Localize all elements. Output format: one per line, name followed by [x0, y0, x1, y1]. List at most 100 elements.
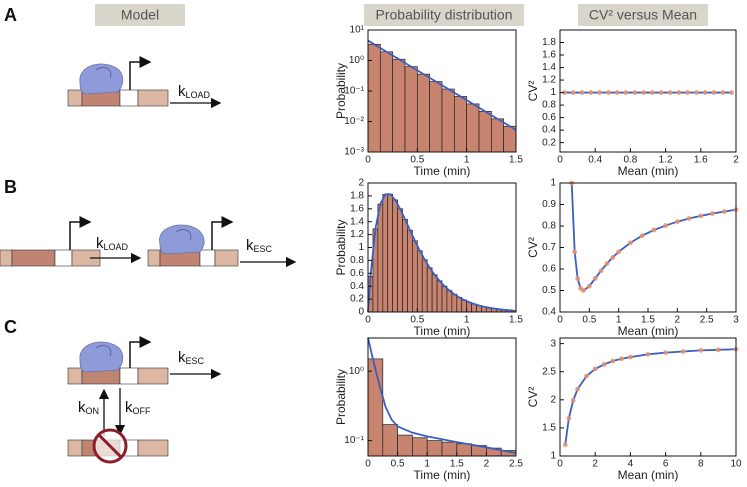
- x-tick-label: 1.5: [450, 459, 464, 470]
- y-tick-label: 2.5: [542, 366, 556, 377]
- point: [676, 90, 682, 95]
- y-tick-label: 1: [550, 178, 556, 189]
- x-axis-label: Mean (min): [618, 164, 679, 178]
- y-tick-label: 10⁻¹: [344, 86, 364, 97]
- point: [645, 351, 651, 357]
- point: [674, 219, 680, 225]
- bar: [429, 81, 443, 153]
- y-tick-label: 1.4: [350, 216, 364, 227]
- point: [562, 90, 567, 95]
- bar: [461, 299, 468, 313]
- x-tick-label: 2: [675, 315, 681, 326]
- y-tick-label: 0.5: [542, 285, 556, 296]
- point: [729, 90, 734, 95]
- point: [632, 90, 638, 95]
- point: [710, 211, 715, 216]
- plot-frame: [559, 337, 737, 457]
- point: [604, 261, 610, 267]
- y-tick-label: 0.6: [542, 264, 556, 275]
- point: [619, 356, 624, 362]
- bar: [367, 358, 384, 457]
- x-tick-label: 2.5: [509, 459, 523, 470]
- header: Model: [121, 7, 159, 23]
- plot-frame: [367, 337, 517, 457]
- plot-frame: [559, 29, 737, 153]
- point: [575, 386, 580, 392]
- bar: [404, 66, 418, 153]
- fit-line: [367, 193, 514, 313]
- y-tick-label: 0.9: [542, 199, 556, 210]
- point: [628, 354, 633, 360]
- y-tick-label: 0.8: [350, 255, 364, 266]
- bar: [453, 96, 468, 153]
- x-tick-label: 0: [557, 459, 563, 470]
- bar: [416, 73, 431, 153]
- y-tick-label: 1.2: [350, 229, 364, 240]
- x-tick-label: 0: [365, 155, 371, 166]
- point: [570, 90, 576, 95]
- rate-label: kON: [78, 399, 99, 416]
- bar: [377, 203, 384, 313]
- x-tick-label: 8: [698, 459, 704, 470]
- y-tick-label: 1: [550, 87, 556, 98]
- trend-line: [570, 182, 737, 292]
- x-tick-label: 1: [464, 315, 470, 326]
- point: [650, 90, 655, 95]
- point: [601, 362, 607, 367]
- point: [616, 249, 622, 255]
- y-tick-label: 0: [358, 307, 364, 318]
- bar: [407, 229, 413, 313]
- y-axis-label: CV²: [526, 81, 540, 102]
- x-tick-label: 0.5: [410, 315, 424, 326]
- point: [721, 209, 727, 214]
- y-tick-label: 0.2: [350, 294, 364, 305]
- point: [566, 415, 572, 421]
- x-tick-label: 0: [557, 155, 563, 166]
- bar: [441, 88, 455, 153]
- charts: 0 0.5 1 1.5 10¹ 10⁰ 10⁻¹ 10⁻² 10⁻³ Time (min) Prob…: [334, 25, 742, 483]
- x-tick-label: 2: [592, 459, 598, 470]
- point: [694, 90, 699, 95]
- point: [698, 213, 704, 219]
- point: [711, 90, 717, 95]
- x-axis-label: Mean (min): [618, 324, 679, 338]
- x-axis-label: Time (min): [414, 164, 471, 178]
- x-axis-label: Mean (min): [618, 468, 679, 482]
- y-axis-label: Probability: [334, 63, 348, 119]
- x-tick-label: 0.5: [391, 459, 405, 470]
- x-tick-label: 2: [484, 459, 490, 470]
- x-tick-label: 10: [730, 459, 742, 470]
- bar: [416, 250, 423, 313]
- y-tick-label: 3: [550, 338, 556, 349]
- y-axis-label: CV²: [526, 237, 540, 258]
- y-tick-label: 0.7: [542, 242, 556, 253]
- y-tick-label: 0.4: [542, 125, 556, 136]
- x-tick-label: 1.5: [509, 315, 523, 326]
- point: [716, 347, 721, 353]
- plot-frame: [559, 182, 737, 313]
- y-tick-label: 1.6: [350, 203, 364, 214]
- point: [586, 283, 592, 289]
- x-tick-label: 0.5: [582, 315, 596, 326]
- header: Probability distribution: [376, 7, 513, 23]
- point: [581, 288, 586, 293]
- header-box: [95, 4, 185, 26]
- point: [698, 347, 704, 353]
- point: [598, 268, 604, 274]
- y-axis-label: Probability: [334, 219, 348, 275]
- x-tick-label: 1.5: [641, 315, 655, 326]
- diagram-b: kLOAD kESC: [0, 216, 297, 268]
- x-tick-label: 0: [557, 315, 563, 326]
- x-tick-label: 1.2: [659, 155, 673, 166]
- diagram-c: kESC kON kOFF: [67, 336, 222, 464]
- point: [570, 397, 576, 403]
- bar: [426, 267, 433, 313]
- bar: [382, 424, 398, 457]
- y-tick-label: 1.4: [542, 62, 556, 73]
- point: [641, 90, 646, 95]
- y-tick-label: 2: [358, 178, 364, 189]
- bar: [503, 125, 517, 153]
- y-tick-label: 0.6: [542, 112, 556, 123]
- bar: [379, 51, 394, 153]
- x-tick-label: 0.4: [588, 155, 602, 166]
